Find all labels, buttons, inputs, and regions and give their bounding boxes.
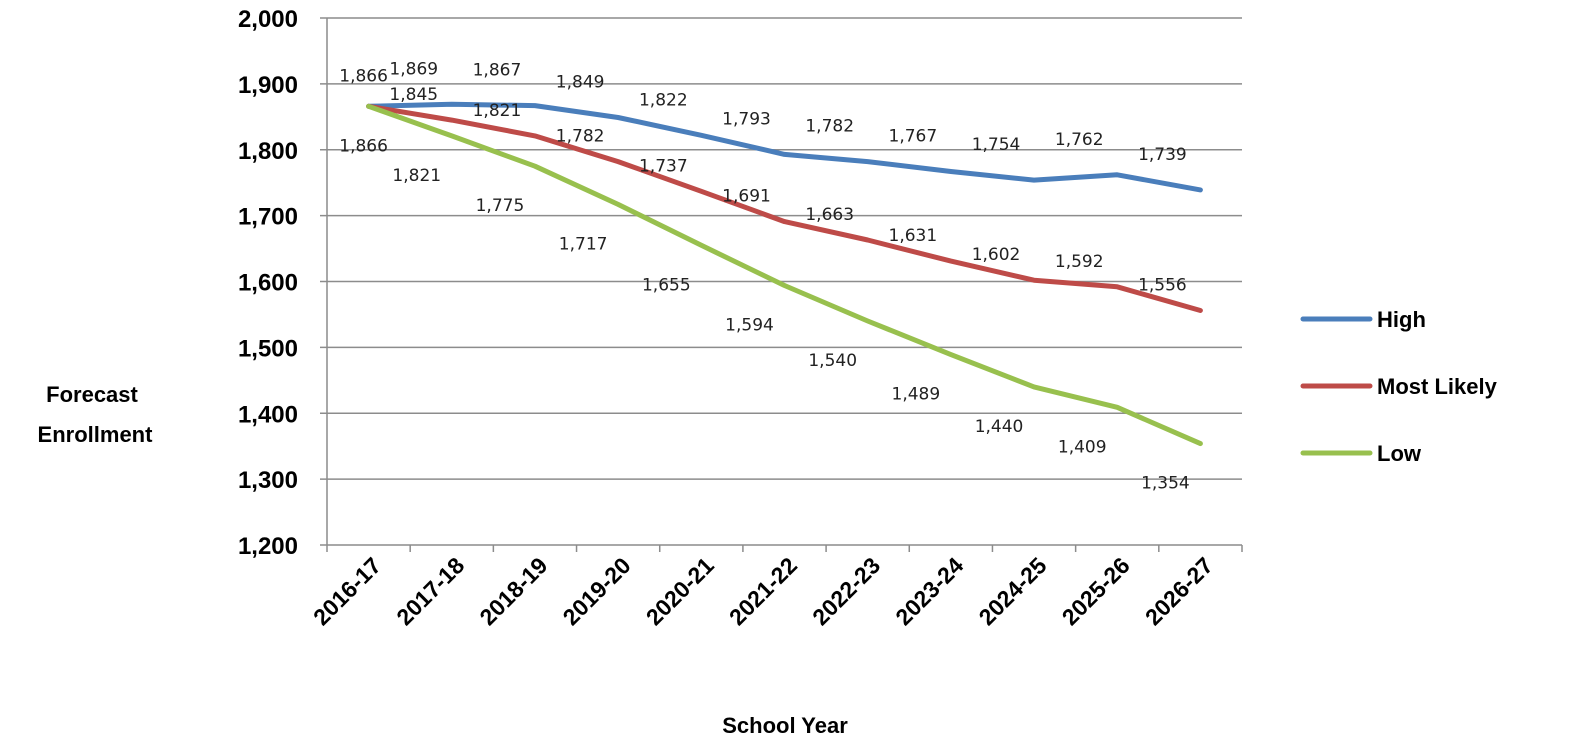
x-tick-label: 2022-23 — [807, 552, 885, 630]
data-label: 1,556 — [1138, 275, 1187, 295]
series-line-most-likely — [366, 103, 1203, 313]
x-tick-label: 2021-22 — [724, 552, 802, 630]
data-label: 1,717 — [559, 234, 608, 254]
x-tick-label: 2024-25 — [974, 552, 1052, 630]
y-axis-title-line-2: Enrollment — [38, 422, 154, 447]
series-line-high — [366, 101, 1203, 193]
data-label: 1,739 — [1138, 145, 1187, 165]
x-tick-label: 2019-20 — [558, 552, 636, 630]
y-tick-label: 1,600 — [238, 270, 298, 297]
data-label: 1,866 — [339, 66, 388, 86]
x-tick-label: 2016-17 — [308, 552, 386, 630]
series-line-low — [366, 103, 1203, 447]
data-label: 1,866 — [339, 136, 388, 156]
data-label: 1,793 — [722, 109, 771, 129]
legend-label: High — [1377, 307, 1426, 332]
data-label: 1,602 — [972, 245, 1021, 265]
data-label: 1,540 — [808, 351, 857, 371]
legend-label: Low — [1377, 441, 1422, 466]
x-tick-label: 2020-21 — [641, 552, 719, 630]
x-tick-label: 2025-26 — [1057, 552, 1135, 630]
data-label: 1,845 — [389, 85, 438, 105]
data-label: 1,592 — [1055, 252, 1104, 272]
y-tick-label: 2,000 — [238, 6, 298, 33]
axis-titles: Forecast Enrollment School Year — [38, 382, 849, 738]
y-tick-label: 1,900 — [238, 72, 298, 99]
data-label: 1,631 — [889, 226, 938, 246]
legend: High Most Likely Low — [1300, 307, 1498, 466]
legend-label: Most Likely — [1377, 374, 1498, 399]
data-label: 1,821 — [473, 101, 522, 121]
y-tick-label: 1,700 — [238, 204, 298, 231]
data-label: 1,775 — [476, 196, 525, 216]
data-label: 1,354 — [1141, 474, 1190, 494]
data-label: 1,782 — [556, 127, 605, 147]
data-label: 1,762 — [1055, 130, 1104, 150]
x-tick-label: 2026-27 — [1140, 552, 1218, 630]
data-label: 1,822 — [639, 90, 688, 110]
y-tick-label: 1,400 — [238, 401, 298, 428]
y-tick-label: 1,800 — [238, 138, 298, 165]
data-label: 1,767 — [889, 126, 938, 146]
data-label: 1,594 — [725, 315, 774, 335]
data-label: 1,691 — [722, 187, 771, 207]
y-axis-title-line-1: Forecast — [46, 382, 138, 407]
series-lines — [366, 101, 1203, 447]
data-label: 1,663 — [805, 205, 854, 225]
x-tick-label: 2018-19 — [474, 552, 552, 630]
data-label: 1,655 — [642, 275, 691, 295]
data-label: 1,737 — [639, 156, 688, 176]
x-tick-label: 2017-18 — [391, 552, 469, 630]
data-label: 1,409 — [1058, 437, 1107, 457]
gridlines — [327, 17, 1242, 480]
data-label: 1,867 — [473, 61, 522, 81]
y-tick-label: 1,200 — [238, 533, 298, 560]
y-tick-label: 1,300 — [238, 467, 298, 494]
x-tick-label: 2023-24 — [890, 552, 968, 630]
data-label: 1,489 — [892, 385, 941, 405]
data-label: 1,821 — [392, 166, 441, 186]
data-label: 1,440 — [975, 417, 1024, 437]
y-tick-label: 1,500 — [238, 335, 298, 362]
data-label: 1,782 — [805, 117, 854, 137]
data-label: 1,754 — [972, 135, 1021, 155]
data-label: 1,869 — [389, 59, 438, 79]
data-label: 1,849 — [556, 72, 605, 92]
x-axis-title: School Year — [722, 713, 848, 738]
